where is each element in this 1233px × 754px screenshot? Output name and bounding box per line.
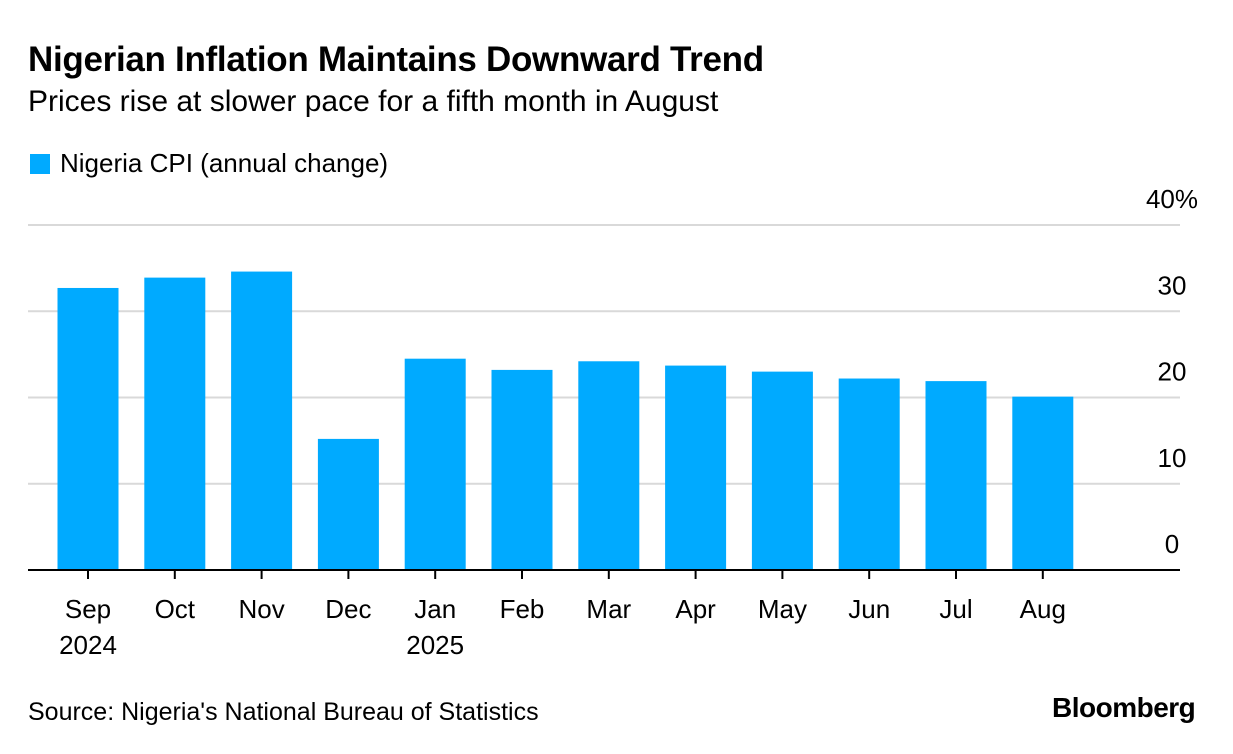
y-tick-label: 20: [1158, 357, 1187, 387]
x-tick-label: Mar: [586, 594, 631, 624]
x-tick-label: Apr: [675, 594, 716, 624]
y-tick-label: 30: [1158, 270, 1187, 300]
bar: [751, 371, 813, 570]
source-note: Source: Nigeria's National Bureau of Sta…: [28, 698, 539, 726]
x-tick-label: Sep: [65, 594, 111, 624]
bar: [925, 381, 987, 570]
bar: [144, 277, 206, 570]
y-tick-label: 10: [1158, 443, 1187, 473]
legend-swatch: [30, 153, 50, 174]
x-tick-label: Feb: [500, 594, 545, 624]
bar: [665, 365, 727, 570]
bar: [317, 438, 379, 570]
x-tick-label: May: [758, 594, 807, 624]
bloomberg-logo: Bloomberg: [1052, 692, 1196, 723]
x-tick-label: Jan: [414, 594, 456, 624]
x-tick-label: 2025: [406, 630, 464, 660]
legend-label: Nigeria CPI (annual change): [60, 148, 389, 178]
x-tick-label: 2024: [59, 630, 117, 660]
chart-subtitle: Prices rise at slower pace for a fifth m…: [28, 85, 719, 118]
bar: [578, 361, 640, 570]
bar: [1012, 396, 1074, 570]
x-tick-label: Jun: [848, 594, 890, 624]
legend: Nigeria CPI (annual change): [30, 148, 388, 179]
bar: [838, 378, 900, 570]
y-tick-label: 40%: [1146, 184, 1198, 214]
bar: [231, 271, 293, 570]
x-tick-label: Oct: [155, 594, 196, 624]
x-tick-label: Nov: [238, 594, 284, 624]
chart-title: Nigerian Inflation Maintains Downward Tr…: [28, 40, 764, 79]
y-tick-label: 0: [1165, 529, 1179, 559]
x-tick-label: Jul: [939, 594, 972, 624]
bar: [491, 369, 553, 570]
x-tick-label: Aug: [1020, 594, 1066, 624]
x-tick-label: Dec: [325, 594, 371, 624]
bar: [404, 358, 466, 570]
bar: [57, 287, 119, 570]
